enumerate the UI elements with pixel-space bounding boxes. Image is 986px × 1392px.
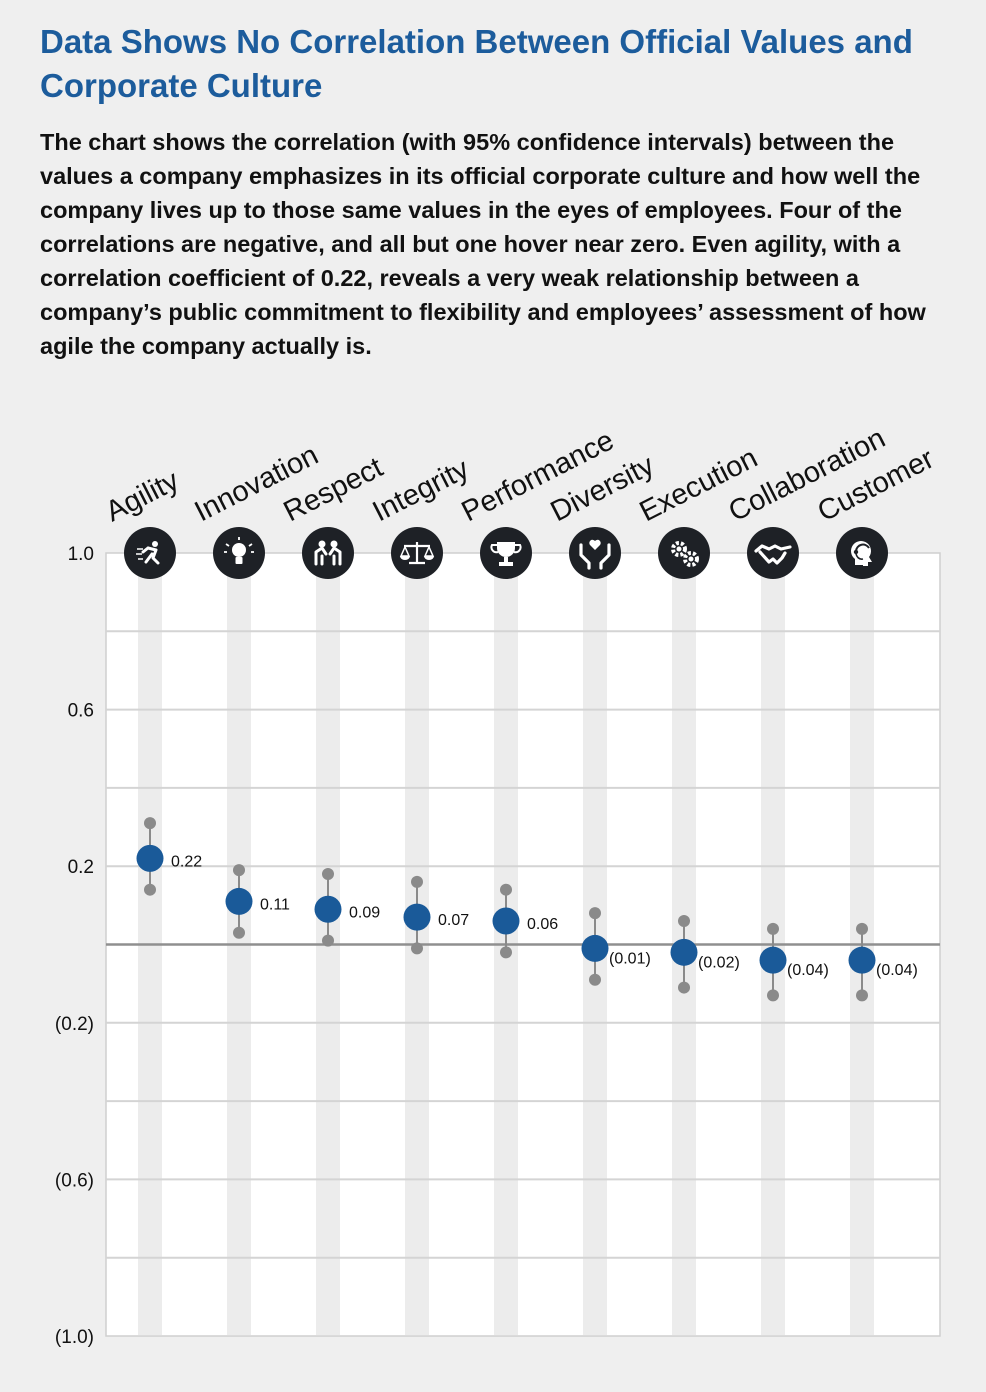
ci-upper-dot [678, 915, 690, 928]
category-labels: Agility InnovationRespectIntegrityPerform… [101, 422, 940, 528]
chart-title: Data Shows No Correlation Between Offici… [40, 23, 913, 104]
data-label: (0.01) [609, 950, 651, 967]
data-label: 0.09 [349, 904, 380, 921]
data-point [848, 946, 876, 974]
ci-lower-dot [678, 981, 690, 994]
runner-icon [124, 527, 176, 579]
ci-lower-dot [144, 883, 156, 896]
y-tick-label: 0.6 [68, 701, 94, 722]
people-icon [302, 527, 354, 579]
category-label: Integrity [368, 453, 475, 529]
ci-lower-dot [767, 989, 779, 1002]
scales-icon [391, 527, 443, 579]
headset-icon [836, 527, 888, 579]
lightbulb-icon [213, 527, 265, 579]
data-label: (0.04) [787, 962, 829, 979]
data-label: (0.02) [698, 954, 740, 971]
ci-lower-dot [233, 926, 245, 939]
category-label: Agility [101, 464, 185, 528]
ci-lower-dot [322, 934, 334, 947]
data-point [136, 844, 164, 872]
data-point [759, 946, 787, 974]
y-tick-label: (0.2) [55, 1014, 94, 1035]
data-point [314, 895, 342, 923]
ci-upper-dot [233, 864, 245, 877]
y-tick-label: 0.2 [68, 857, 94, 878]
ci-lower-dot [411, 942, 423, 955]
data-point [225, 887, 253, 915]
data-label: 0.06 [527, 916, 558, 933]
ci-upper-dot [500, 883, 512, 896]
data-label: 0.11 [260, 896, 290, 913]
hands-heart-icon [569, 527, 621, 579]
confidence-intervals [144, 817, 868, 1002]
y-axis-ticks: 1.0 0.6 0.2 (0.2) (0.6) (1.0) [55, 544, 94, 1348]
ci-upper-dot [856, 922, 868, 935]
chart-description: The chart shows the correlation (with 95… [40, 129, 926, 359]
ci-lower-dot [500, 946, 512, 959]
data-label: 0.07 [438, 912, 469, 929]
data-label: (0.04) [876, 962, 918, 979]
ci-upper-dot [767, 922, 779, 935]
ci-lower-dot [856, 989, 868, 1002]
y-tick-label: 1.0 [68, 544, 94, 565]
gridlines [106, 630, 940, 1259]
gears-icon [658, 527, 710, 579]
data-label: 0.22 [171, 853, 202, 870]
data-point [492, 907, 520, 935]
data-point [670, 938, 698, 966]
handshake-icon [747, 527, 799, 579]
ci-upper-dot [589, 907, 601, 920]
value-labels: 0.22 0.11 0.09 0.07 0.06 (0.01) (0.02) (0.04) (0… [171, 853, 918, 979]
ci-upper-dot [411, 875, 423, 888]
category-icons [124, 527, 888, 579]
trophy-icon [480, 527, 532, 579]
ci-upper-dot [322, 868, 334, 881]
ci-lower-dot [589, 973, 601, 986]
data-point [403, 903, 431, 931]
y-tick-label: (1.0) [55, 1327, 94, 1348]
data-point [581, 934, 609, 962]
ci-upper-dot [144, 817, 156, 830]
data-points [136, 844, 876, 974]
y-tick-label: (0.6) [55, 1170, 94, 1191]
